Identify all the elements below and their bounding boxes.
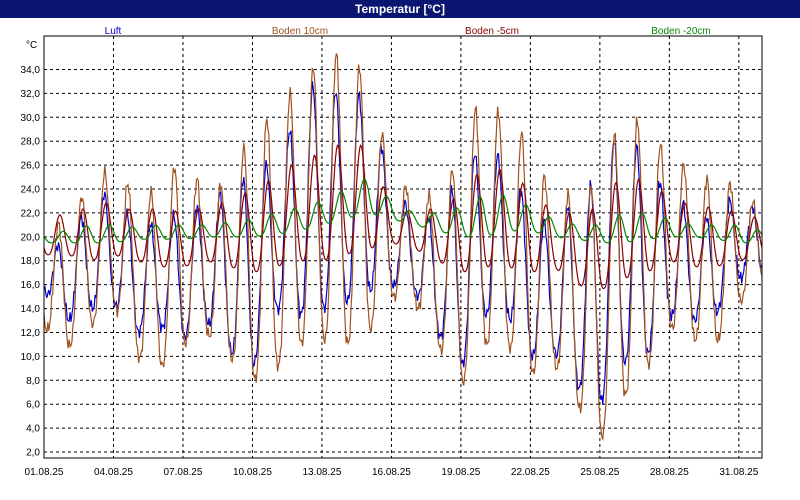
- x-tick-label: 31.08.25: [719, 467, 758, 478]
- x-tick-label: 28.08.25: [650, 467, 689, 478]
- y-tick-label: 22,0: [21, 208, 41, 219]
- y-tick-label: 28,0: [21, 137, 41, 148]
- x-axis-ticks: 01.08.25 04.08.25 07.08.25 10.08.25 13.08.25…: [25, 467, 759, 478]
- y-tick-label: 2,0: [26, 448, 40, 459]
- y-axis-ticks: 2,0 4,0 6,0 8,0 10,0 12,0 14,0 16,0 18,0 20,0 22,0…: [21, 65, 41, 459]
- chart-title: Temperatur [°C]: [0, 0, 800, 18]
- y-tick-label: 14,0: [21, 304, 41, 315]
- x-tick-label: 07.08.25: [163, 467, 202, 478]
- y-tick-label: 16,0: [21, 280, 41, 291]
- y-tick-label: 10,0: [21, 352, 41, 363]
- plot-border: [43, 35, 763, 459]
- series-line-boden-5cm: [43, 144, 763, 290]
- y-tick-label: 18,0: [21, 256, 41, 267]
- series-line-boden-20cm: [43, 178, 763, 244]
- x-tick-label: 13.08.25: [302, 467, 341, 478]
- y-tick-label: 34,0: [21, 65, 41, 76]
- y-tick-label: 32,0: [21, 89, 41, 100]
- y-tick-label: 6,0: [26, 400, 40, 411]
- x-tick-label: 25.08.25: [580, 467, 619, 478]
- legend-item-boden-20cm: Boden -20cm: [651, 26, 710, 37]
- x-tick-label: 10.08.25: [233, 467, 272, 478]
- x-tick-label: 01.08.25: [25, 467, 64, 478]
- y-tick-label: 8,0: [26, 376, 40, 387]
- legend: Luft Boden 10cm Boden -5cm Boden -20cm: [105, 26, 711, 37]
- temperature-chart: °C 2,04,06,08,010,012,014,016,018,020,02…: [21, 26, 763, 478]
- y-axis-unit-label: °C: [26, 40, 37, 51]
- series-lines: [43, 53, 763, 442]
- y-tick-label: 4,0: [26, 424, 40, 435]
- grid: [43, 36, 762, 458]
- legend-item-boden-5cm: Boden -5cm: [465, 26, 519, 37]
- x-tick-label: 22.08.25: [511, 467, 550, 478]
- y-tick-label: 24,0: [21, 185, 41, 196]
- x-tick-label: 19.08.25: [441, 467, 480, 478]
- y-tick-label: 12,0: [21, 328, 41, 339]
- legend-item-luft: Luft: [105, 26, 122, 37]
- y-tick-label: 30,0: [21, 113, 41, 124]
- y-tick-label: 20,0: [21, 232, 41, 243]
- x-tick-label: 16.08.25: [372, 467, 411, 478]
- y-tick-label: 26,0: [21, 161, 41, 172]
- series-line-luft: [43, 81, 763, 405]
- series-line-boden-10cm: [43, 53, 763, 442]
- x-tick-label: 04.08.25: [94, 467, 133, 478]
- legend-item-boden-10cm: Boden 10cm: [272, 26, 328, 37]
